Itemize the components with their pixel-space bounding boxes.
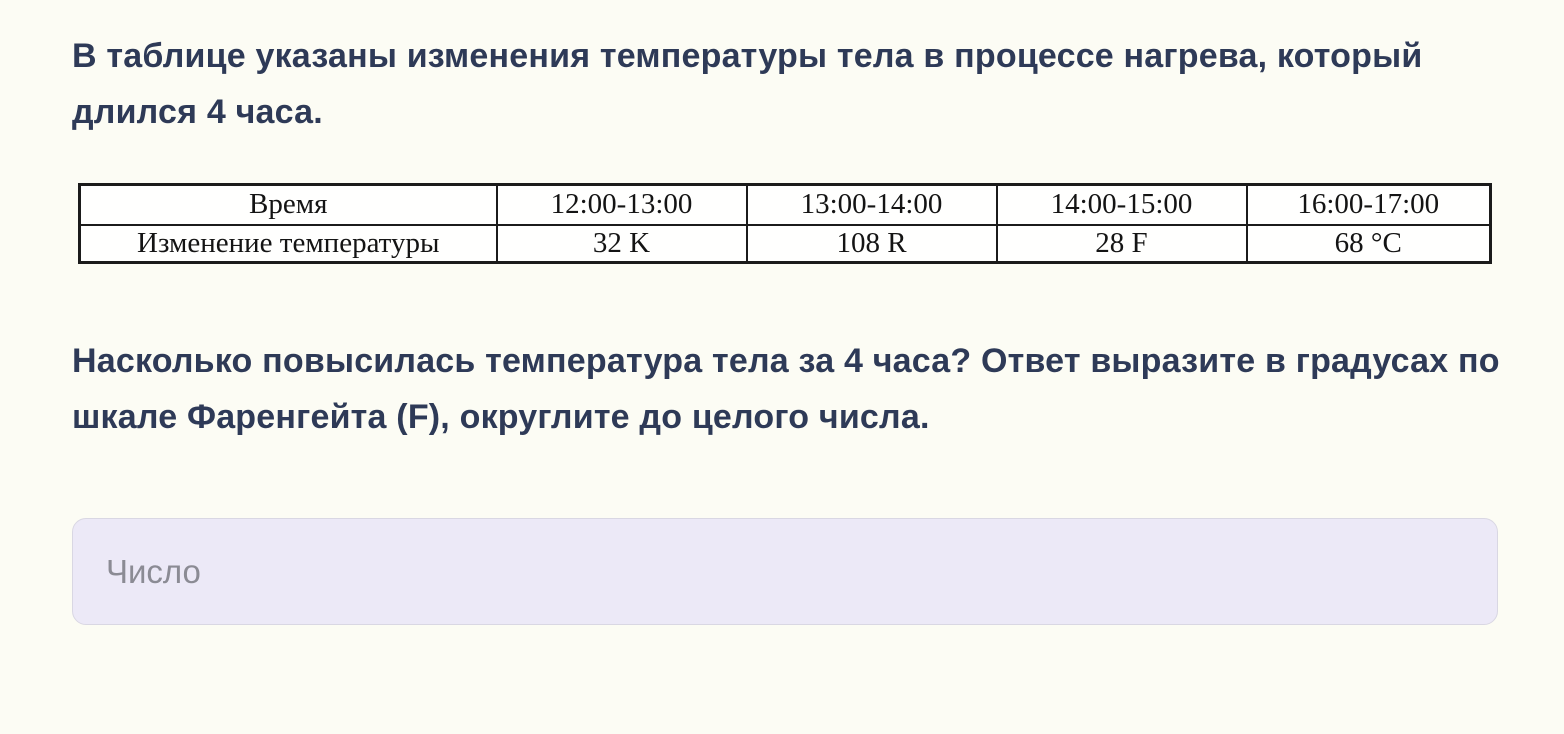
table-cell-time-1: 12:00-13:00 — [495, 183, 748, 226]
question-intro: В таблице указаны изменения температуры … — [72, 37, 1423, 131]
question-card: В таблице указаны изменения температуры … — [72, 37, 1506, 625]
question-prompt: Насколько повысилась температура тела за… — [72, 342, 1500, 436]
row-header-time: Время — [78, 183, 498, 226]
temperature-table: Время 12:00-13:00 13:00-14:00 14:00-15:0… — [78, 183, 1492, 264]
table-cell-time-2: 13:00-14:00 — [745, 183, 998, 226]
table-cell-delta-3: 28 F — [995, 223, 1248, 264]
table-cell-time-3: 14:00-15:00 — [995, 183, 1248, 226]
table-row-temperature-change: Изменение температуры 32 K 108 R 28 F 68… — [78, 223, 1492, 264]
table-cell-delta-4: 68 °C — [1245, 223, 1492, 264]
table-cell-delta-1: 32 K — [495, 223, 748, 264]
row-header-temperature-change: Изменение температуры — [78, 223, 498, 264]
table-cell-delta-2: 108 R — [745, 223, 998, 264]
table-cell-time-4: 16:00-17:00 — [1245, 183, 1492, 226]
table-wrapper: Время 12:00-13:00 13:00-14:00 14:00-15:0… — [78, 183, 1506, 264]
table-row-time: Время 12:00-13:00 13:00-14:00 14:00-15:0… — [78, 183, 1492, 226]
answer-input[interactable] — [72, 518, 1498, 625]
